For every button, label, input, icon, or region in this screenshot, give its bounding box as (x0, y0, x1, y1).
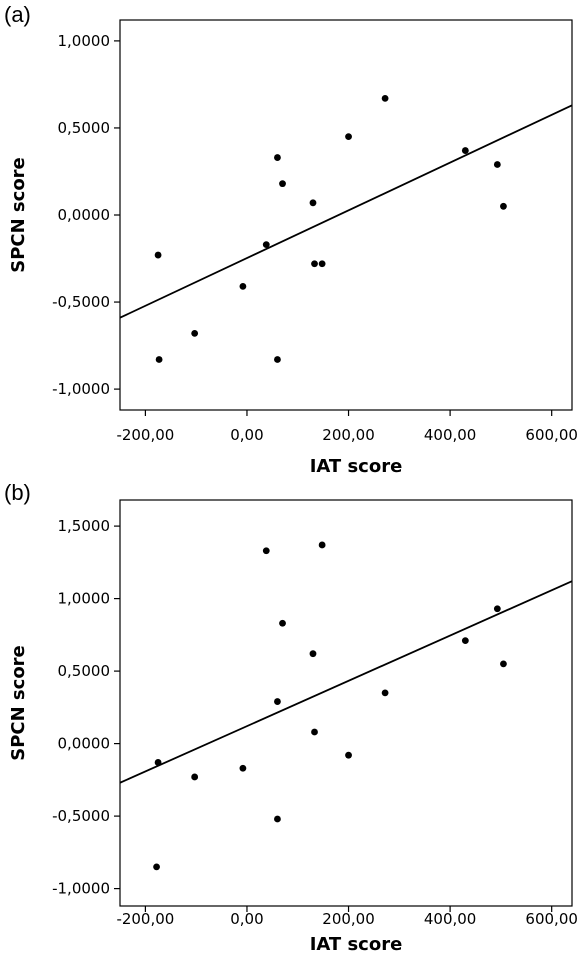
scatter-panel-b: (b) -1,0000 -0,5000 0,0000 0,5000 1,0000 1,500… (4, 480, 578, 955)
x-tick-label: 400,00 (424, 910, 477, 928)
data-point (309, 650, 317, 658)
data-point (318, 541, 326, 549)
data-point (493, 605, 501, 613)
data-point (274, 154, 281, 161)
panel-label: (a) (4, 2, 31, 27)
data-point (311, 260, 318, 268)
regression-line (119, 104, 573, 319)
data-point (345, 133, 352, 141)
x-tick-label: 400,00 (424, 426, 477, 444)
plot-frame (119, 499, 573, 907)
x-tick-label: -200,00 (116, 910, 174, 928)
data-point (274, 815, 281, 823)
data-point (239, 282, 247, 290)
y-tick-label: -0,5000 (52, 293, 110, 311)
y-tick-label: 0,5000 (58, 662, 111, 680)
plot-frame (119, 19, 573, 411)
y-tick-label: -1,0000 (52, 380, 110, 398)
data-point (345, 751, 352, 759)
data-point (493, 161, 501, 168)
y-tick-label: 0,0000 (58, 735, 111, 753)
y-tick-label: 1,0000 (58, 590, 111, 608)
panel-label: (b) (4, 480, 31, 505)
data-point (279, 180, 286, 188)
data-point (262, 241, 270, 248)
x-tick-label: 600,00 (525, 910, 578, 928)
data-point (262, 547, 270, 555)
y-tick-label: 1,0000 (58, 32, 111, 50)
y-tick-label: -0,5000 (52, 807, 110, 825)
y-tick-label: 0,5000 (58, 119, 111, 137)
data-point (191, 773, 199, 781)
data-point (279, 619, 286, 627)
x-tick-label: 200,00 (322, 426, 375, 444)
x-tick-label: -200,00 (116, 426, 174, 444)
data-point (155, 356, 163, 363)
regression-line (119, 580, 573, 784)
data-point (274, 356, 281, 363)
x-axis-label: IAT score (310, 456, 403, 477)
data-point (309, 199, 317, 207)
x-tick-label: 600,00 (525, 426, 578, 444)
x-axis-label: IAT score (310, 934, 403, 955)
y-tick-label: 0,0000 (58, 206, 111, 224)
data-point (318, 260, 326, 268)
scatter-panel-a: (a) -1,0000 -0,5000 0,0000 0,5000 1,0000 -200,… (4, 2, 578, 477)
data-point (311, 728, 318, 736)
data-point (239, 764, 247, 772)
data-point (381, 689, 389, 697)
y-tick-label: 1,5000 (58, 517, 111, 535)
data-point (191, 329, 199, 337)
x-tick-label: 200,00 (322, 910, 375, 928)
y-tick-label: -1,0000 (52, 880, 110, 898)
y-axis-label: SPCN score (8, 157, 29, 273)
data-point (154, 251, 162, 259)
data-point (153, 863, 160, 871)
y-axis-label: SPCN score (8, 645, 29, 761)
data-point (461, 147, 469, 154)
data-point (154, 759, 162, 766)
data-point (461, 637, 469, 645)
x-tick-label: 0,00 (230, 910, 263, 928)
x-tick-label: 0,00 (230, 426, 263, 444)
data-point (500, 660, 507, 668)
data-point (381, 94, 389, 102)
data-point (500, 202, 507, 210)
data-point (274, 698, 281, 705)
